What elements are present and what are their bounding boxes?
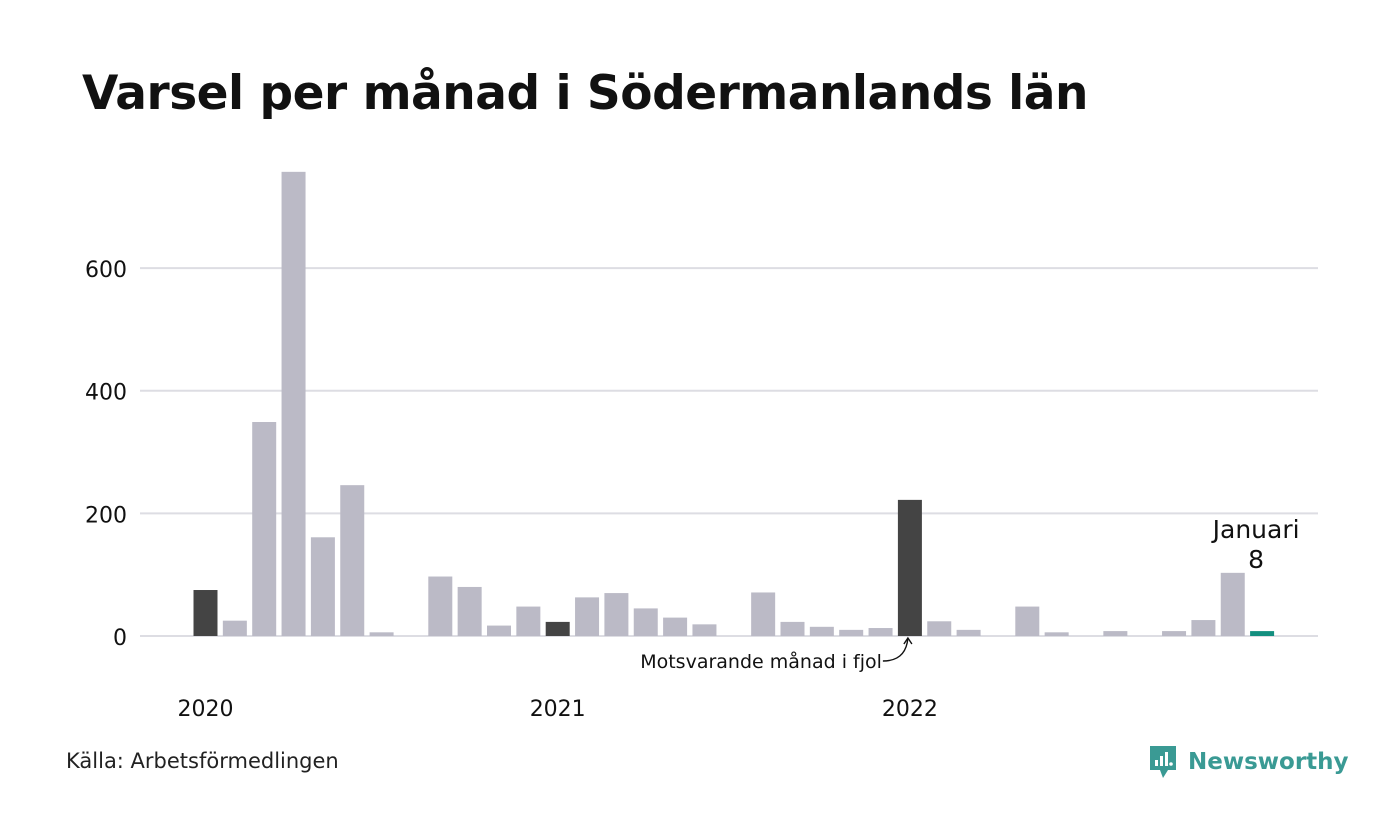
- bar-2022-01: [897, 499, 922, 636]
- bar-2022-02: [927, 621, 952, 636]
- current-month-label: Januari: [1211, 515, 1300, 544]
- annotation-arrowhead: [903, 636, 913, 645]
- bar-2021-01: [545, 621, 570, 636]
- bar-2021-06: [692, 624, 717, 636]
- bar-2020-07: [369, 632, 394, 636]
- bar-2022-10: [1162, 631, 1187, 636]
- source-note: Källa: Arbetsförmedlingen: [66, 749, 339, 773]
- bar-2022-12: [1220, 572, 1245, 636]
- bar-2020-01: [193, 590, 218, 636]
- y-tick-label: 0: [113, 626, 127, 651]
- bar-2021-09: [780, 621, 805, 636]
- y-tick-label: 400: [85, 381, 127, 406]
- x-tick-label: 2021: [530, 697, 586, 722]
- bar-2021-05: [663, 617, 688, 636]
- bar-2021-12: [868, 628, 893, 636]
- bar-2020-05: [310, 537, 335, 636]
- x-tick-label: 2020: [178, 697, 234, 722]
- bar-2021-10: [809, 626, 834, 636]
- y-tick-label: 600: [85, 258, 127, 283]
- x-tick-label: 2022: [882, 697, 938, 722]
- bar-2022-06: [1044, 632, 1069, 636]
- bar-2022-11: [1191, 620, 1216, 636]
- bar-2020-10: [457, 586, 482, 636]
- annotation-arrow: [882, 637, 909, 662]
- y-tick-label: 200: [85, 503, 127, 528]
- bar-2020-04: [281, 171, 306, 636]
- bar-2021-11: [839, 629, 864, 636]
- bar-2020-11: [487, 625, 511, 636]
- newsworthy-logo-icon: [1150, 746, 1176, 778]
- bar-2022-08: [1103, 631, 1128, 636]
- bar-2020-09: [428, 576, 453, 636]
- bar-2023-01: [1250, 631, 1275, 636]
- bar-2020-06: [340, 485, 365, 636]
- bar-2022-03: [956, 629, 981, 636]
- bar-2022-05: [1015, 606, 1040, 636]
- bar-2020-03: [252, 422, 277, 636]
- bar-2021-03: [604, 593, 629, 636]
- bar-2021-08: [751, 592, 776, 636]
- bars: [193, 171, 1275, 636]
- brand-logo: Newsworthy: [1148, 744, 1349, 780]
- brand-name: Newsworthy: [1188, 749, 1349, 775]
- bar-2020-02: [222, 620, 247, 636]
- chart-title: Varsel per månad i Södermanlands län: [82, 66, 1088, 121]
- bar-2020-12: [516, 606, 541, 636]
- annotation-text: Motsvarande månad i fjol: [640, 650, 882, 673]
- bar-2021-02: [575, 597, 600, 636]
- current-value-label: 8: [1248, 545, 1264, 574]
- bar-2021-04: [633, 608, 658, 636]
